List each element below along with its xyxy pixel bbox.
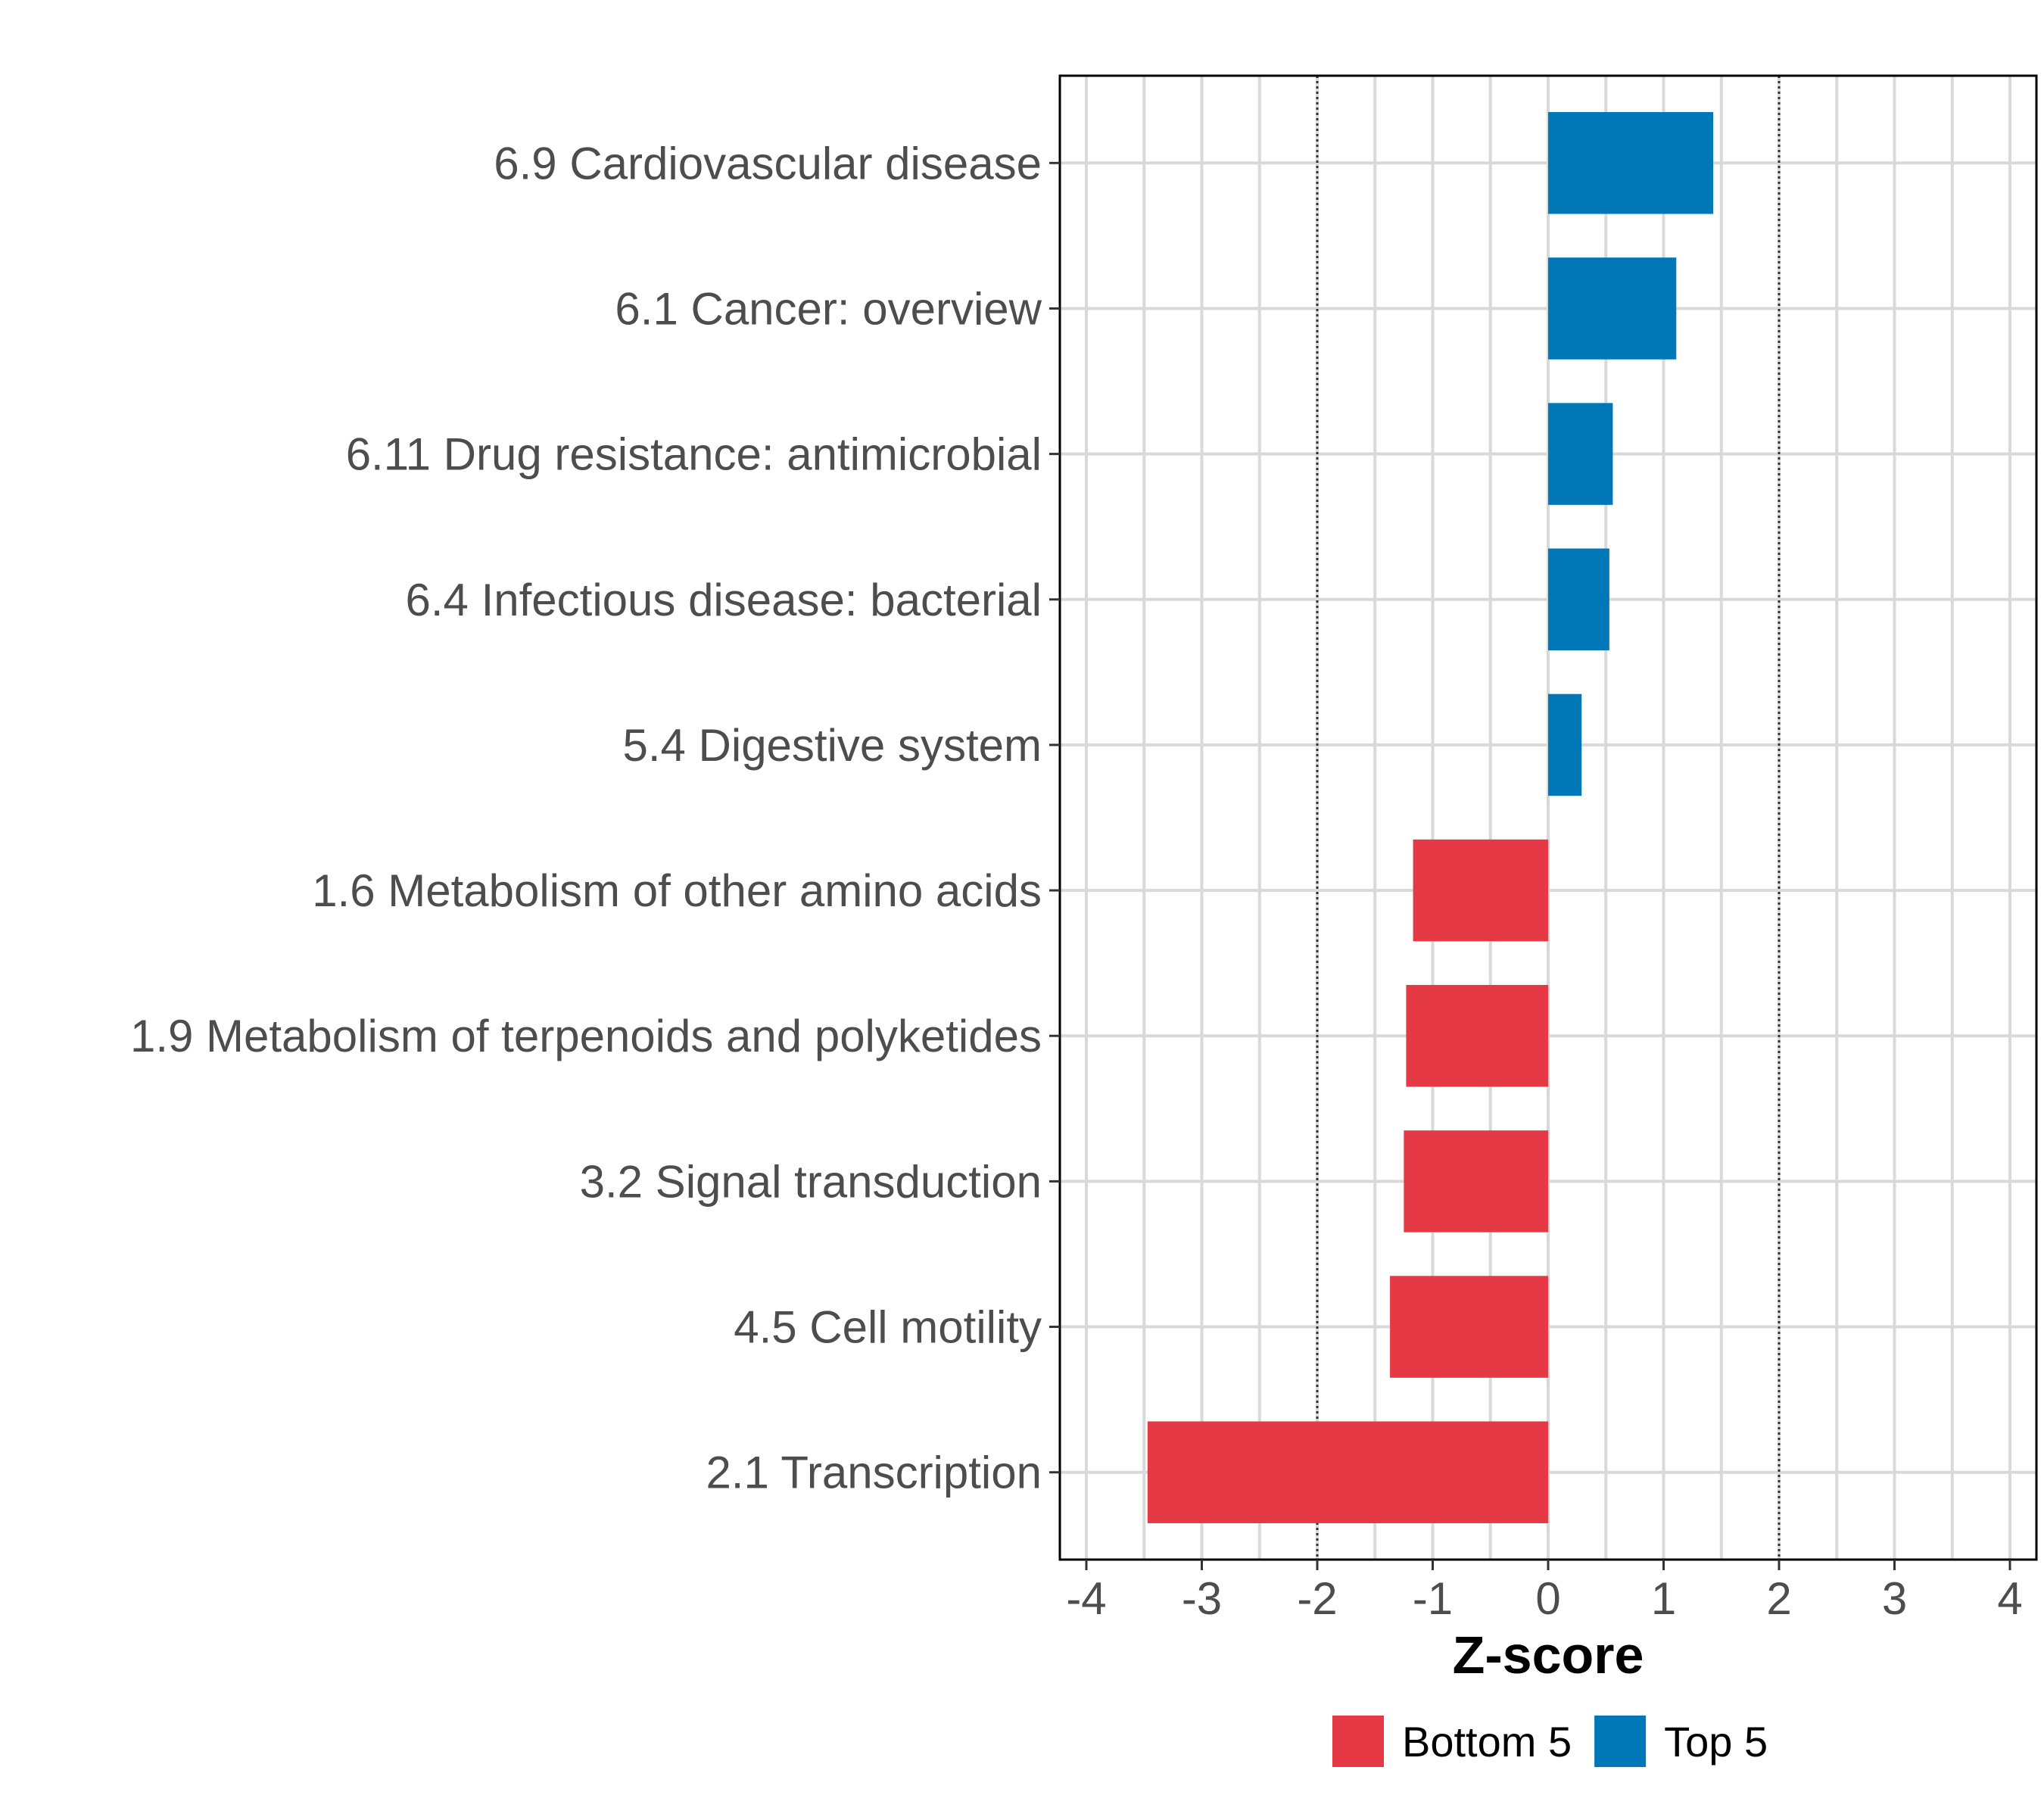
- bar: [1404, 1130, 1548, 1233]
- category-label: 6.9 Cardiovascular disease: [494, 138, 1042, 189]
- bar: [1548, 112, 1714, 214]
- bar: [1390, 1276, 1548, 1378]
- legend-label: Bottom 5: [1402, 1718, 1572, 1766]
- x-tick-label: 0: [1535, 1573, 1560, 1624]
- category-label: 1.6 Metabolism of other amino acids: [312, 865, 1042, 916]
- legend: Bottom 5 Top 5: [1332, 1716, 1768, 1767]
- bars: [1147, 112, 1714, 1523]
- bar: [1406, 984, 1548, 1087]
- category-label: 4.5 Cell motility: [734, 1302, 1042, 1353]
- x-tick-label: -2: [1297, 1573, 1337, 1624]
- bar: [1548, 548, 1609, 651]
- bar: [1413, 839, 1548, 942]
- bar: [1147, 1421, 1548, 1523]
- category-label: 2.1 Transcription: [706, 1448, 1042, 1498]
- x-tick-label: 4: [1997, 1573, 2022, 1624]
- category-label: 5.4 Digestive system: [622, 720, 1042, 771]
- x-tick-label: -4: [1066, 1573, 1106, 1624]
- x-tick-label: -1: [1413, 1573, 1453, 1624]
- bar: [1548, 693, 1582, 796]
- x-axis: -4 -3 -2 -1 0 1 2 3 4: [1066, 1560, 2023, 1624]
- x-tick-label: -3: [1182, 1573, 1222, 1624]
- reference-lines: [1316, 76, 1781, 1560]
- x-tick-label: 2: [1766, 1573, 1791, 1624]
- legend-swatch: [1594, 1716, 1647, 1767]
- legend-swatch: [1332, 1716, 1384, 1767]
- category-label: 6.4 Infectious disease: bacterial: [406, 575, 1042, 625]
- legend-label: Top 5: [1664, 1718, 1768, 1766]
- bar: [1548, 257, 1677, 360]
- category-label: 1.9 Metabolism of terpenoids and polyket…: [130, 1011, 1042, 1061]
- x-tick-label: 3: [1882, 1573, 1907, 1624]
- category-label: 6.1 Cancer: overview: [615, 283, 1042, 334]
- bar: [1548, 403, 1613, 505]
- x-axis-title: Z-score: [1453, 1625, 1644, 1685]
- category-label: 6.11 Drug resistance: antimicrobial: [346, 429, 1042, 480]
- category-label: 3.2 Signal transduction: [580, 1156, 1042, 1207]
- y-axis: 6.9 Cardiovascular disease 6.1 Cancer: ov…: [130, 138, 1060, 1498]
- x-tick-label: 1: [1651, 1573, 1676, 1624]
